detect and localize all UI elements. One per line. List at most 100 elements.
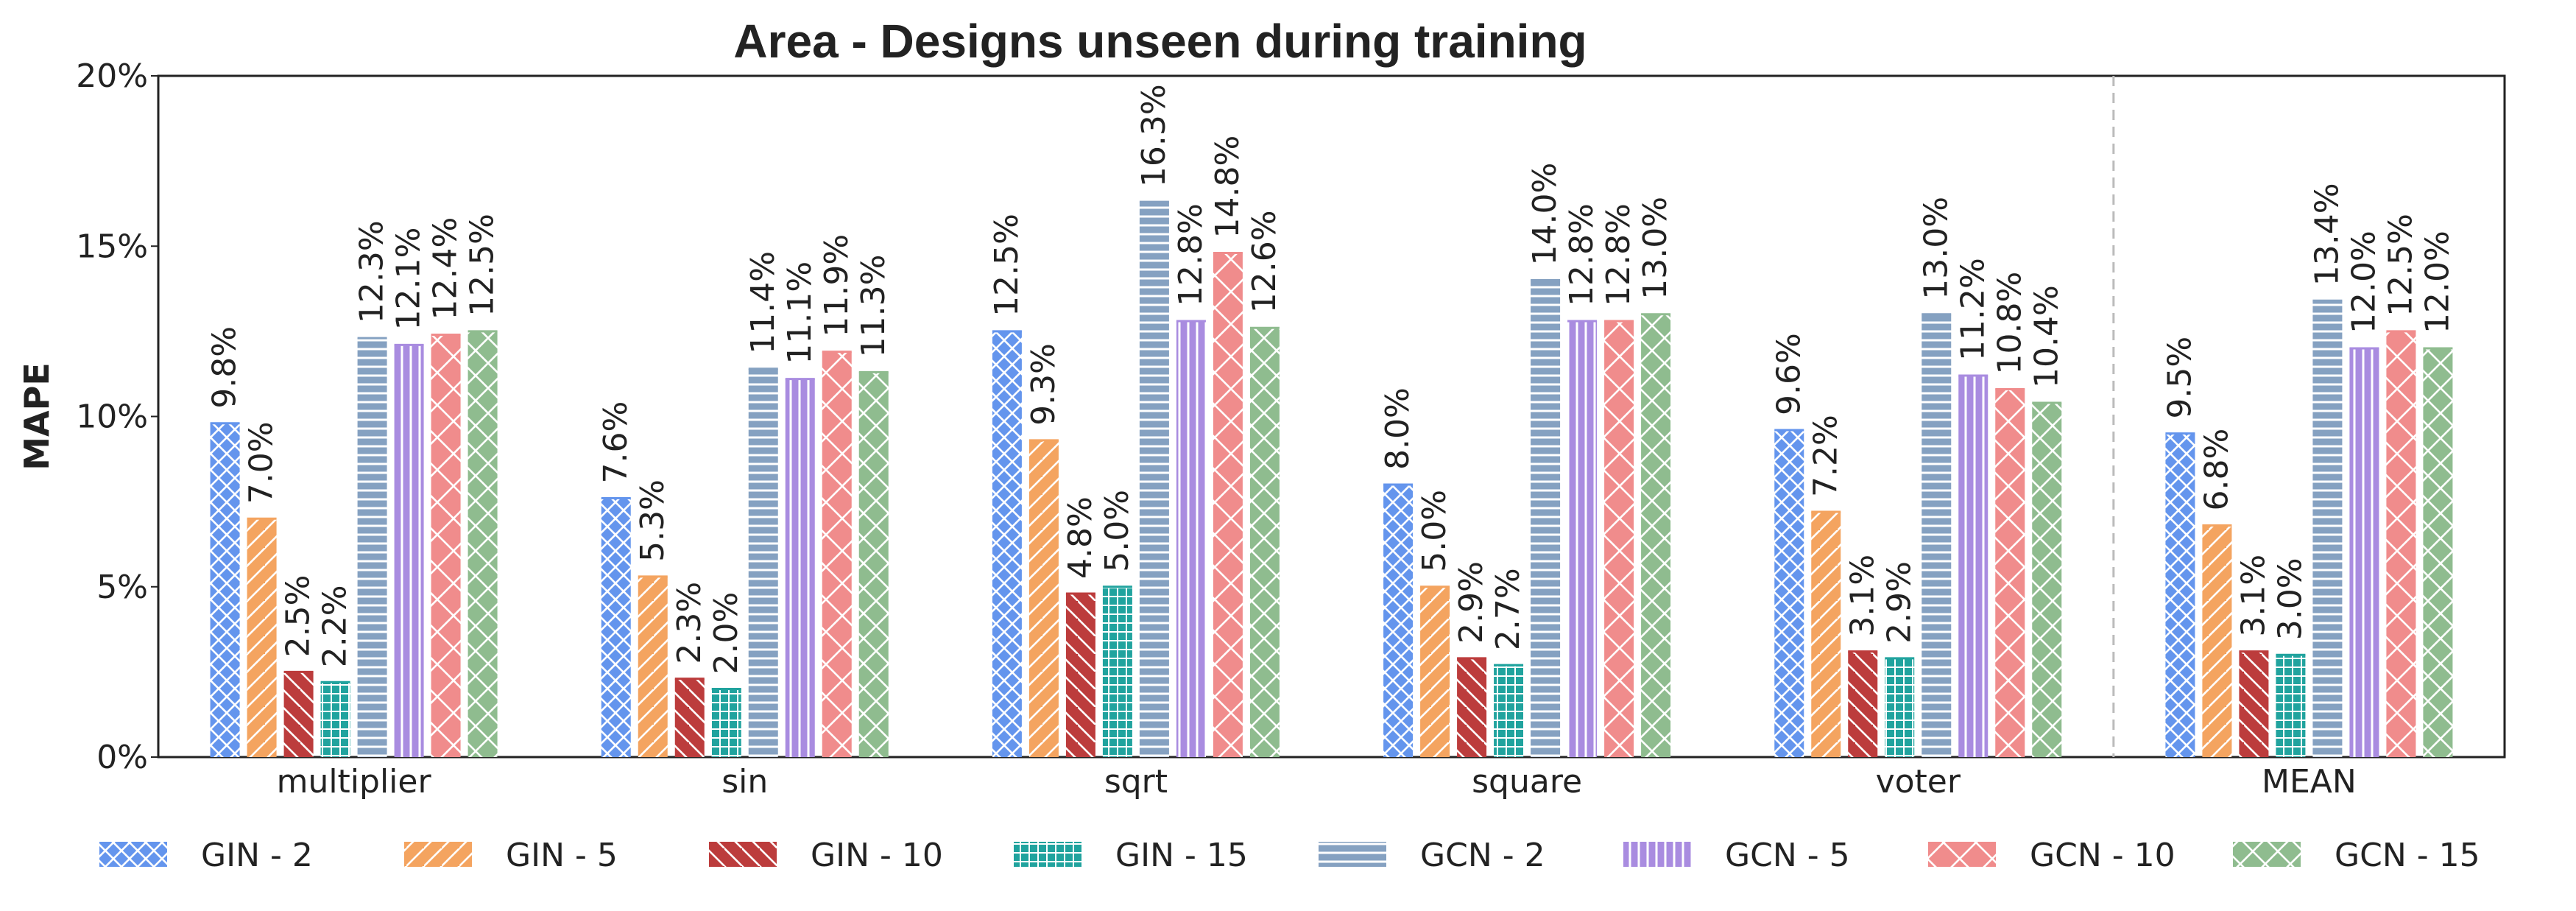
bar xyxy=(785,379,815,757)
legend-label: GIN - 2 xyxy=(201,837,313,874)
y-tick-label: 5% xyxy=(96,569,148,606)
data-label: 12.5% xyxy=(988,214,1026,317)
legend-label: GCN - 10 xyxy=(2030,837,2176,874)
data-label: 9.3% xyxy=(1025,343,1062,426)
bar xyxy=(1641,314,1671,757)
data-label: 5.0% xyxy=(1416,490,1453,572)
x-tick-label: voter xyxy=(1876,763,1961,801)
bar xyxy=(2276,655,2306,757)
legend-item: GIN - 2 xyxy=(99,837,313,874)
bar xyxy=(1531,280,1561,757)
data-label: 8.0% xyxy=(1379,387,1416,470)
data-label: 14.0% xyxy=(1526,163,1564,266)
data-label: 5.0% xyxy=(1098,490,1136,572)
data-label: 12.8% xyxy=(1600,203,1637,306)
bar xyxy=(1774,430,1804,757)
legend-item: GCN - 15 xyxy=(2233,837,2480,874)
data-label: 11.9% xyxy=(818,234,855,337)
data-label: 13.0% xyxy=(1917,197,1955,300)
chart-title: Area - Designs unseen during training xyxy=(733,15,1587,68)
data-label: 9.6% xyxy=(1770,333,1807,415)
data-label: 2.0% xyxy=(707,592,745,675)
bar xyxy=(1420,586,1450,757)
legend-item: GIN - 15 xyxy=(1014,837,1248,874)
data-label: 3.1% xyxy=(1843,555,1881,637)
legend-swatch xyxy=(1928,842,1996,867)
x-tick-label: MEAN xyxy=(2262,763,2357,801)
data-label: 12.6% xyxy=(1246,210,1283,313)
bar xyxy=(467,331,498,757)
data-label: 7.6% xyxy=(597,401,635,484)
y-tick-label: 20% xyxy=(76,57,148,95)
bar xyxy=(1604,321,1634,757)
legend-label: GIN - 5 xyxy=(506,837,618,874)
data-label: 16.3% xyxy=(1135,84,1173,187)
bar xyxy=(2423,348,2453,757)
legend-item: GIN - 5 xyxy=(404,837,618,874)
data-label: 9.8% xyxy=(206,326,244,409)
bar xyxy=(1922,314,1952,757)
data-label: 11.3% xyxy=(855,255,892,358)
data-label: 12.8% xyxy=(1563,203,1601,306)
data-label: 11.2% xyxy=(1954,258,1991,361)
legend-label: GCN - 2 xyxy=(1420,837,1545,874)
bar xyxy=(1848,651,1878,757)
bar xyxy=(1567,321,1598,757)
bar xyxy=(1457,658,1487,757)
data-label: 2.7% xyxy=(1489,568,1527,650)
data-label: 2.9% xyxy=(1453,561,1490,644)
legend-item: GCN - 5 xyxy=(1623,837,1850,874)
bar xyxy=(1102,586,1132,757)
legend: GIN - 2 GIN - 5 GIN - 10 GIN - 15 GCN - 2 GCN… xyxy=(99,837,2480,874)
y-tick-label: 0% xyxy=(96,739,148,776)
legend-swatch xyxy=(1014,842,1081,867)
legend-swatch xyxy=(1623,842,1691,867)
bar xyxy=(2386,331,2416,757)
data-label: 3.1% xyxy=(2234,555,2272,637)
data-label: 14.8% xyxy=(1209,136,1246,239)
bar xyxy=(247,518,277,757)
data-label: 7.0% xyxy=(243,421,280,504)
x-tick-label: square xyxy=(1472,763,1582,801)
bar xyxy=(1811,512,1841,757)
data-label: 12.1% xyxy=(390,228,428,331)
bar xyxy=(674,678,705,757)
legend-swatch xyxy=(2233,842,2301,867)
data-label: 4.8% xyxy=(1062,496,1099,579)
bar xyxy=(2239,651,2269,757)
data-label: 3.0% xyxy=(2271,557,2309,640)
bar xyxy=(2202,525,2232,757)
y-axis-label: MAPE xyxy=(17,362,57,471)
data-label: 5.3% xyxy=(634,479,671,562)
data-label: 12.3% xyxy=(353,220,391,323)
bar xyxy=(1139,202,1169,757)
bar xyxy=(1249,328,1280,757)
data-label: 12.5% xyxy=(2382,214,2419,317)
legend-swatch xyxy=(709,842,777,867)
bar xyxy=(394,345,424,757)
bar xyxy=(822,351,852,757)
data-label: 7.2% xyxy=(1807,415,1844,497)
data-label: 12.5% xyxy=(464,214,501,317)
bar xyxy=(1958,376,1989,757)
bar xyxy=(357,338,387,757)
data-label: 2.3% xyxy=(671,582,708,664)
legend-swatch xyxy=(404,842,472,867)
data-label: 11.1% xyxy=(781,261,819,365)
bar xyxy=(1383,485,1414,757)
data-label: 2.5% xyxy=(280,575,317,658)
data-label: 13.0% xyxy=(1637,197,1674,300)
legend-label: GCN - 5 xyxy=(1725,837,1850,874)
bar xyxy=(2312,300,2343,757)
legend-swatch xyxy=(99,842,167,867)
bar xyxy=(283,672,314,757)
bar xyxy=(1995,389,2025,757)
y-tick-label: 15% xyxy=(76,228,148,265)
bar xyxy=(2165,433,2195,757)
data-label: 10.4% xyxy=(2028,285,2065,388)
data-label: 6.8% xyxy=(2198,429,2235,511)
data-label: 2.2% xyxy=(317,585,354,667)
data-label: 10.8% xyxy=(1991,272,2028,375)
x-tick-label: multiplier xyxy=(277,763,432,801)
bar xyxy=(2032,403,2062,757)
